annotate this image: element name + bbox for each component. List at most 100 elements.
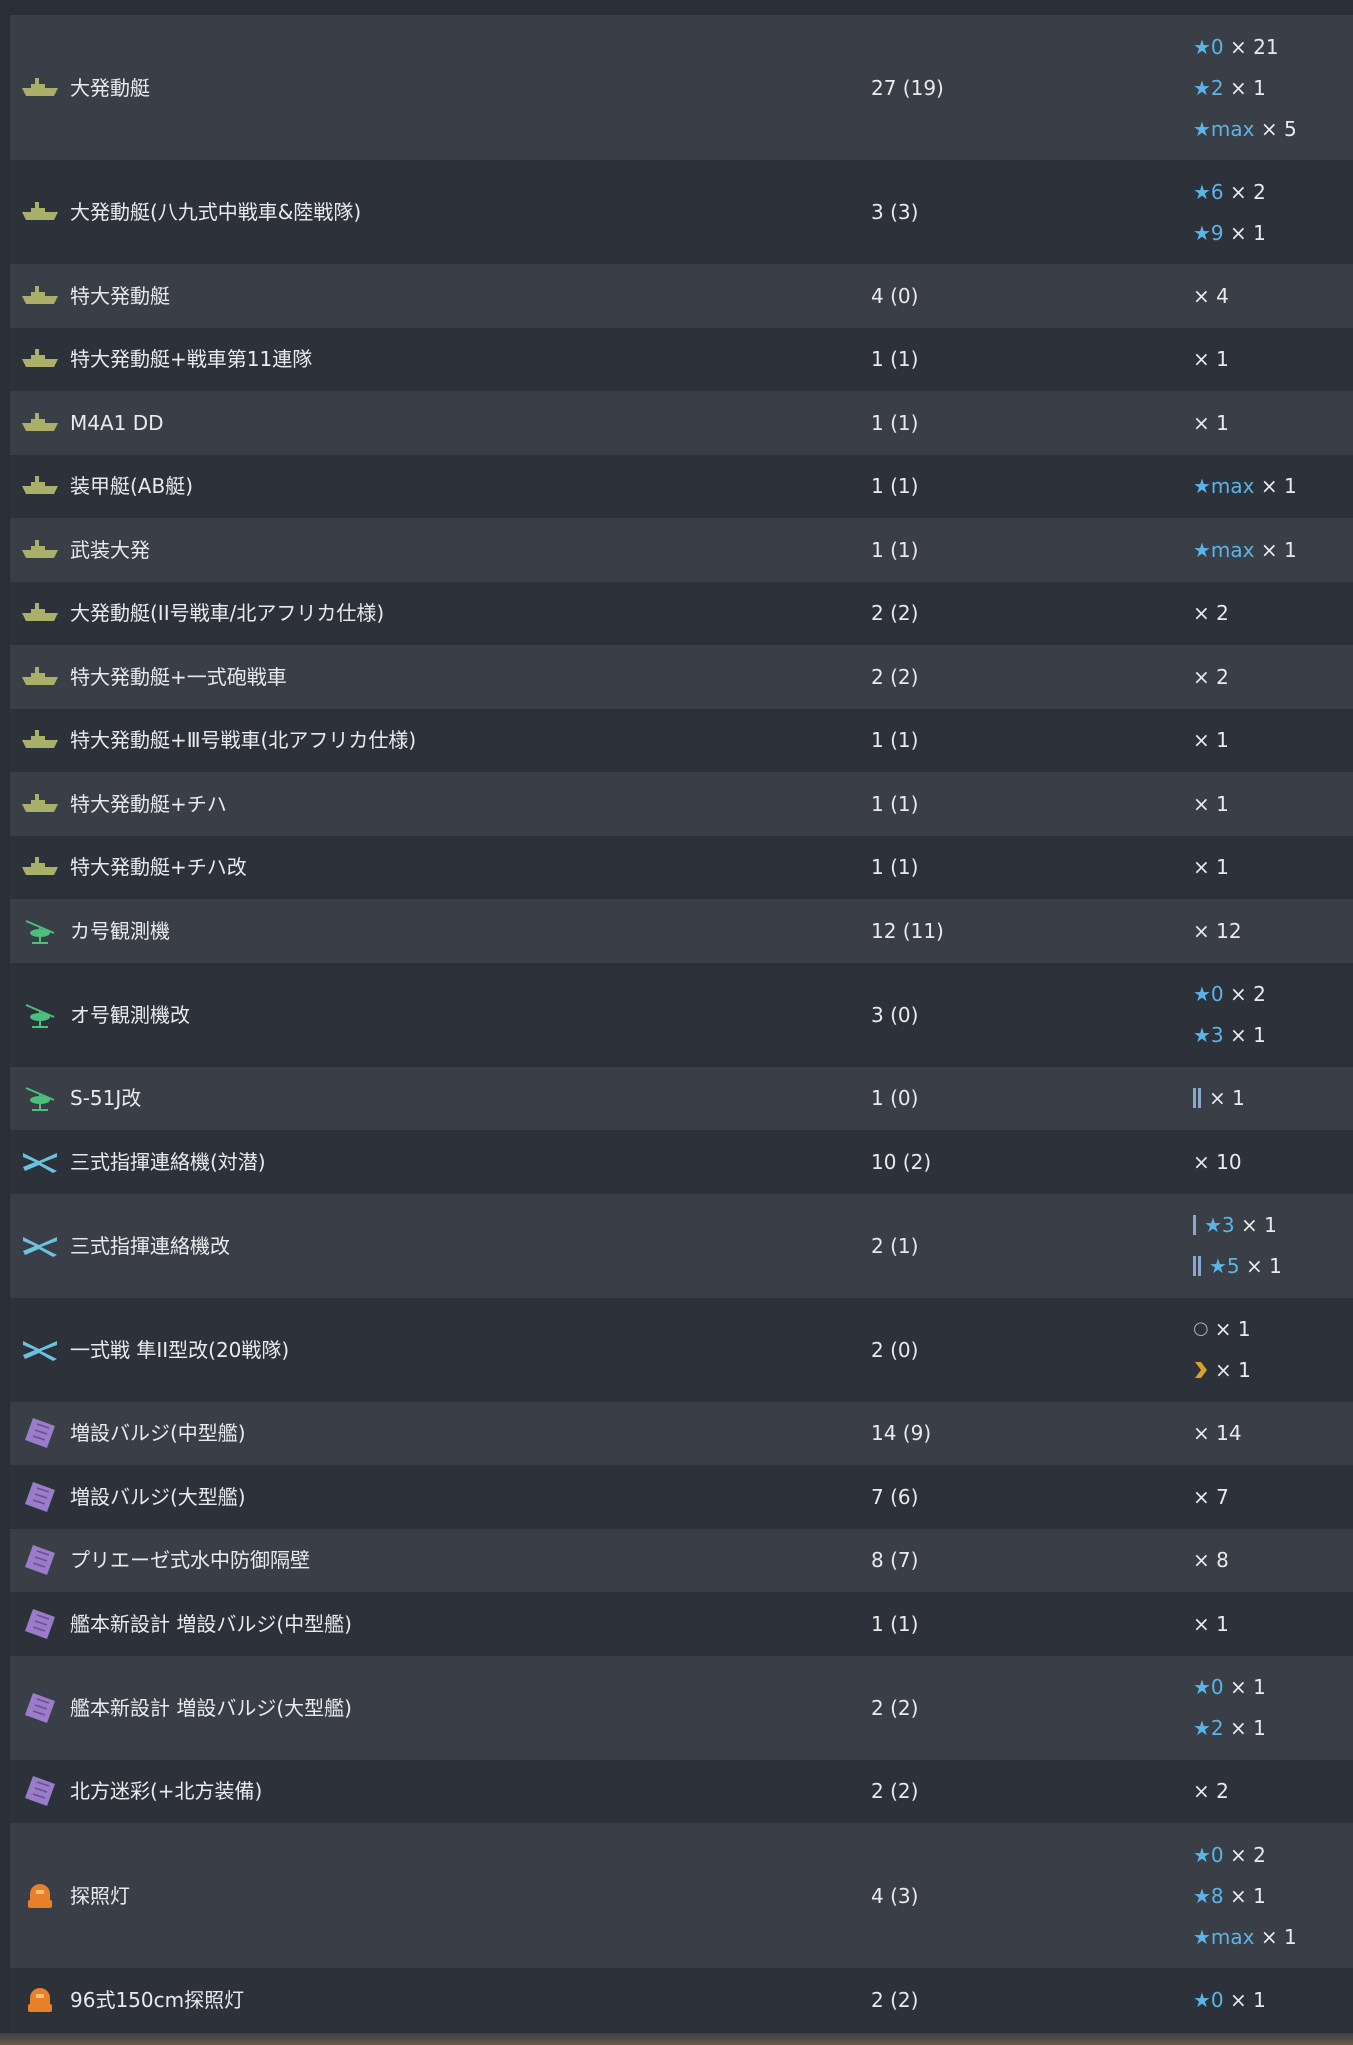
table-row[interactable]: 増設バルジ(大型艦) 7 (6) × 7 [10, 1465, 1353, 1529]
equipment-count: 2 (2) [871, 1695, 919, 1720]
equipment-name: 装甲艇(AB艇) [70, 474, 194, 499]
landing-craft-icon [20, 403, 60, 443]
table-row[interactable]: 北方迷彩(+北方装備) 2 (2) × 2 [10, 1759, 1353, 1823]
table-row[interactable]: 三式指揮連絡機改 2 (1) ★3 × 1 ★5 × 1 [10, 1193, 1353, 1298]
table-row[interactable]: 武装大発 1 (1) ★max × 1 [10, 518, 1353, 582]
equipment-name: 一式戦 隼II型改(20戦隊) [70, 1337, 290, 1362]
equipment-count: 10 (2) [871, 1149, 932, 1174]
improvement-line: ★max × 5 [1193, 118, 1297, 140]
improvement-line: ★0 × 1 [1193, 1989, 1266, 2011]
improvement-line: × 1 [1193, 412, 1229, 434]
table-row[interactable]: 増設バルジ(中型艦) 14 (9) × 14 [10, 1401, 1353, 1465]
landing-craft-icon [20, 276, 60, 316]
table-row[interactable]: 艦本新設計 増設バルジ(大型艦) 2 (2) ★0 × 1 ★2 × 1 [10, 1655, 1353, 1760]
table-row[interactable]: 特大発動艇+一式砲戦車 2 (2) × 2 [10, 645, 1353, 709]
bulge-icon [20, 1688, 60, 1728]
equipment-name: M4A1 DD [70, 410, 164, 435]
equipment-count: 1 (1) [871, 855, 919, 880]
table-row[interactable]: 大発動艇 27 (19) ★0 × 21 ★2 × 1 ★max × 5 [10, 15, 1353, 160]
table-row[interactable]: 特大発動艇+チハ 1 (1) × 1 [10, 772, 1353, 836]
table-row[interactable]: 特大発動艇+Ⅲ号戦車(北アフリカ仕様) 1 (1) × 1 [10, 708, 1353, 772]
quantity: × 1 [1193, 728, 1229, 753]
improvement-line: × 12 [1193, 920, 1242, 942]
equipment-count: 2 (2) [871, 601, 919, 626]
improvement-line: ★max × 1 [1193, 539, 1297, 561]
equipment-name: オ号観測機改 [70, 1002, 190, 1027]
improvement-level: ★3 [1204, 1213, 1235, 1237]
quantity: × 1 [1214, 1317, 1251, 1341]
equipment-count: 3 (0) [871, 1002, 919, 1027]
equipment-name: 特大発動艇+一式砲戦車 [70, 664, 287, 689]
equipment-count: 1 (1) [871, 410, 919, 435]
improvement-level: ★2 [1193, 1716, 1224, 1740]
improvement-level: ★5 [1209, 1254, 1240, 1278]
improvement-line: × 8 [1193, 1549, 1229, 1571]
improvement-line: ★0 × 2 [1193, 1844, 1266, 1866]
quantity: × 1 [1193, 855, 1229, 880]
quantity: × 21 [1230, 34, 1279, 59]
quantity: × 1 [1193, 347, 1229, 372]
table-row[interactable]: S-51J改 1 (0) × 1 [10, 1066, 1353, 1130]
liaison-plane-icon [20, 1330, 60, 1370]
bulge-icon [20, 1604, 60, 1644]
improvement-level: ★0 [1193, 1987, 1224, 2012]
table-row[interactable]: 特大発動艇+チハ改 1 (1) × 1 [10, 835, 1353, 899]
improvement-line: × 1 [1193, 729, 1229, 751]
equipment-count: 1 (0) [871, 1086, 919, 1111]
proficiency-2-bars-icon [1193, 1088, 1203, 1109]
table-row[interactable]: プリエーゼ式水中防御隔壁 8 (7) × 8 [10, 1528, 1353, 1592]
landing-craft-icon [20, 339, 60, 379]
quantity: × 1 [1193, 791, 1229, 816]
searchlight-icon [20, 1876, 60, 1916]
improvement-level: ★0 [1193, 982, 1224, 1006]
quantity: × 1 [1193, 410, 1229, 435]
equipment-name: プリエーゼ式水中防御隔壁 [70, 1548, 310, 1573]
table-row[interactable]: カ号観測機 12 (11) × 12 [10, 899, 1353, 963]
improvement-line: × 1 [1193, 1087, 1245, 1109]
table-row[interactable]: 三式指揮連絡機(対潜) 10 (2) × 10 [10, 1130, 1353, 1194]
bulge-icon [20, 1771, 60, 1811]
table-row[interactable]: 特大発動艇+戦車第11連隊 1 (1) × 1 [10, 327, 1353, 391]
table-row[interactable]: 特大発動艇 4 (0) × 4 [10, 264, 1353, 328]
table-row[interactable]: 一式戦 隼II型改(20戦隊) 2 (0) ○ × 1 × 1 [10, 1297, 1353, 1402]
table-row[interactable]: オ号観測機改 3 (0) ★0 × 2 ★3 × 1 [10, 962, 1353, 1067]
table-row[interactable]: 大発動艇(八九式中戦車&陸戦隊) 3 (3) ★6 × 2 ★9 × 1 [10, 160, 1353, 264]
quantity: × 1 [1230, 75, 1266, 100]
improvement-line: × 1 [1193, 1613, 1229, 1635]
quantity: × 2 [1193, 664, 1229, 689]
quantity: × 2 [1230, 982, 1266, 1006]
equipment-count: 3 (3) [871, 200, 919, 224]
table-row[interactable]: 探照灯 4 (3) ★0 × 2 ★8 × 1 ★max × 1 [10, 1823, 1353, 1968]
quantity: × 1 [1230, 1675, 1266, 1699]
table-row[interactable]: 艦本新設計 増設バルジ(中型艦) 1 (1) × 1 [10, 1592, 1353, 1656]
equipment-name: 三式指揮連絡機改 [70, 1233, 230, 1258]
improvement-level: ★max [1193, 474, 1255, 499]
improvement-line: × 1 [1193, 793, 1229, 815]
improvement-line: ★3 × 1 [1193, 1214, 1277, 1236]
equipment-name: 増設バルジ(中型艦) [70, 1421, 246, 1446]
bulge-icon [20, 1540, 60, 1580]
autogyro-icon [20, 911, 60, 951]
table-row[interactable]: 装甲艇(AB艇) 1 (1) ★max × 1 [10, 454, 1353, 518]
autogyro-icon [20, 1078, 60, 1118]
quantity: × 1 [1241, 1213, 1277, 1237]
equipment-count: 1 (1) [871, 537, 919, 562]
equipment-count: 8 (7) [871, 1548, 919, 1573]
table-row[interactable]: 96式150cm探照灯 2 (2) ★0 × 1 [10, 1968, 1353, 2032]
equipment-count: 4 (3) [871, 1883, 919, 1908]
improvement-line: × 1 [1193, 348, 1229, 370]
equipment-name: 特大発動艇+Ⅲ号戦車(北アフリカ仕様) [70, 728, 417, 753]
table-row[interactable]: M4A1 DD 1 (1) × 1 [10, 391, 1353, 455]
landing-craft-icon [20, 530, 60, 570]
quantity: × 8 [1193, 1548, 1229, 1573]
table-row[interactable]: 大発動艇(II号戦車/北アフリカ仕様) 2 (2) × 2 [10, 581, 1353, 645]
liaison-plane-icon [20, 1142, 60, 1182]
improvement-level: ★8 [1193, 1883, 1224, 1908]
landing-craft-icon [20, 192, 60, 232]
equipment-count: 1 (1) [871, 728, 919, 753]
autogyro-icon [20, 995, 60, 1035]
quantity: × 1 [1260, 537, 1297, 562]
bulge-icon [20, 1413, 60, 1453]
equipment-name: 特大発動艇+チハ改 [70, 855, 247, 880]
quantity: × 1 [1230, 1883, 1266, 1908]
